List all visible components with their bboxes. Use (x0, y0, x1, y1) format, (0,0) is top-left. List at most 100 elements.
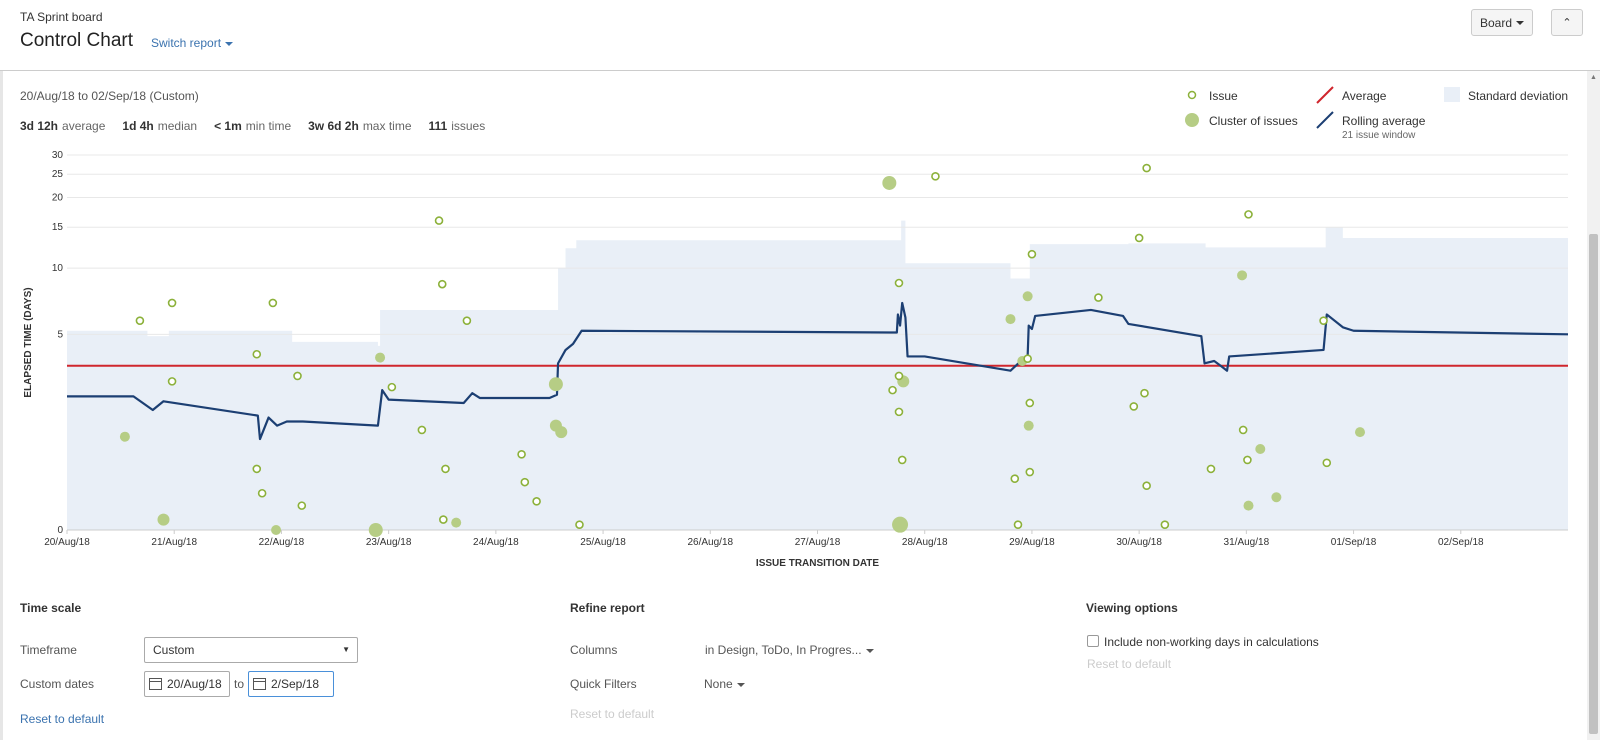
y-tick-label: 30 (52, 150, 64, 161)
viewing-reset-link: Reset to default (1087, 657, 1172, 671)
scrollbar[interactable]: ▲ (1587, 71, 1600, 740)
issue-point (1322, 458, 1332, 468)
x-tick-label: 30/Aug/18 (1116, 537, 1162, 548)
refine-reset-link: Reset to default (570, 707, 655, 721)
board-button[interactable]: Board (1471, 9, 1533, 36)
issue-point (252, 464, 262, 474)
x-tick-label: 25/Aug/18 (580, 537, 626, 548)
viewing-options-title: Viewing options (1086, 601, 1178, 615)
average-legend-icon (1316, 86, 1334, 104)
issue-point (1023, 354, 1032, 364)
non-working-days-checkbox[interactable] (1087, 635, 1099, 647)
chevron-down-icon (865, 648, 874, 653)
issue-point (520, 477, 530, 487)
chevron-down-icon (736, 682, 745, 687)
x-tick-label: 28/Aug/18 (902, 537, 948, 548)
rolling-legend-icon (1316, 111, 1334, 129)
y-tick-label: 0 (57, 525, 63, 536)
timeframe-select[interactable]: Custom ▼ (144, 637, 358, 663)
time-scale-reset-link[interactable]: Reset to default (20, 712, 105, 726)
x-tick-label: 02/Sep/18 (1438, 537, 1484, 548)
switch-report-dropdown[interactable]: Switch report (151, 36, 234, 50)
legend-average: Average (1342, 89, 1387, 103)
issue-point (1013, 520, 1023, 529)
issue-point (434, 216, 444, 225)
issue-point (532, 497, 541, 506)
stat-min-time: < 1m min time (214, 119, 292, 133)
issue-point (135, 316, 145, 325)
custom-dates-label: Custom dates (20, 677, 95, 691)
cluster-point (1271, 492, 1282, 503)
cluster-point (1255, 443, 1266, 454)
board-name[interactable]: TA Sprint board (20, 10, 103, 24)
cluster-point (1022, 291, 1033, 302)
issue-point (441, 464, 450, 474)
switch-report-label: Switch report (151, 36, 222, 50)
issue-legend-icon (1187, 90, 1197, 100)
rolling-average-line (67, 301, 1569, 441)
non-working-days-label[interactable]: Include non-working days in calculations (1104, 635, 1319, 649)
legend-issue: Issue (1209, 89, 1238, 103)
quick-filters-label: Quick Filters (570, 677, 637, 691)
issue-point (888, 385, 897, 395)
date-from-input[interactable]: 20/Aug/18 (144, 671, 230, 697)
date-range: 20/Aug/18 to 02/Sep/18 (Custom) (20, 89, 199, 103)
issue-point (894, 278, 904, 288)
to-label: to (234, 677, 245, 691)
cluster-legend-icon (1185, 113, 1199, 127)
cluster-point (555, 426, 568, 439)
issue-point (1129, 402, 1139, 411)
issue-point (517, 450, 526, 459)
scroll-up-icon[interactable]: ▲ (1590, 74, 1597, 81)
x-tick-label: 31/Aug/18 (1224, 537, 1270, 548)
issue-point (1027, 249, 1037, 259)
cluster-point (119, 431, 130, 442)
calendar-icon (253, 678, 266, 690)
quick-filters-dropdown[interactable]: None (704, 677, 745, 691)
x-tick-label: 01/Sep/18 (1331, 537, 1377, 548)
issue-point (417, 425, 427, 435)
control-chart[interactable]: 0 5 10 15 20 25 30 20/Aug/18 21/Aug/18 22/Aug/18 2… (0, 140, 1587, 580)
cluster-point (1005, 314, 1016, 325)
date-to-input[interactable]: 2/Sep/18 (248, 671, 334, 697)
refine-report-title: Refine report (570, 601, 645, 615)
issue-point (1140, 388, 1149, 398)
issue-point (894, 407, 904, 417)
x-tick-label: 26/Aug/18 (687, 537, 733, 548)
time-scale-title: Time scale (20, 601, 82, 615)
issue-point (293, 371, 302, 381)
issue-point (437, 279, 447, 289)
issue-point (1238, 425, 1248, 435)
issue-point (462, 316, 472, 325)
cluster-point (1237, 270, 1248, 281)
issue-point (257, 488, 267, 498)
cluster-point (1023, 420, 1034, 431)
double-chevron-up-icon: ⌃ (1562, 17, 1572, 29)
stat-max-time: 3w 6d 2h max time (308, 119, 412, 133)
columns-dropdown[interactable]: in Design, ToDo, In Progres... (705, 643, 874, 657)
scroll-thumb[interactable] (1589, 234, 1598, 734)
issue-point (1134, 233, 1144, 243)
y-axis-title: ELAPSED TIME (DAYS) (23, 287, 34, 397)
issue-point (167, 298, 177, 308)
x-tick-label: 24/Aug/18 (473, 537, 519, 548)
cluster-point (368, 523, 383, 537)
x-tick-label: 20/Aug/18 (44, 537, 90, 548)
stat-issues: 111 issues (428, 119, 486, 133)
stat-median: 1d 4h median (122, 119, 198, 133)
x-tick-label: 22/Aug/18 (259, 537, 305, 548)
legend-rolling: Rolling average (1342, 114, 1426, 128)
page-header: TA Sprint board Control Chart Switch rep… (0, 0, 1600, 71)
left-edge (0, 71, 3, 740)
cluster-point (375, 352, 386, 363)
collapse-button[interactable]: ⌃ (1551, 9, 1583, 36)
cluster-point (892, 516, 909, 533)
issue-point (1142, 481, 1151, 491)
chevron-down-icon (225, 41, 234, 46)
legend-rolling-window: 21 issue window (1342, 130, 1416, 141)
issue-point (167, 377, 177, 386)
issue-point (1244, 210, 1253, 219)
y-tick-label: 20 (52, 193, 64, 204)
issue-point (897, 455, 907, 465)
issue-point (575, 520, 584, 529)
